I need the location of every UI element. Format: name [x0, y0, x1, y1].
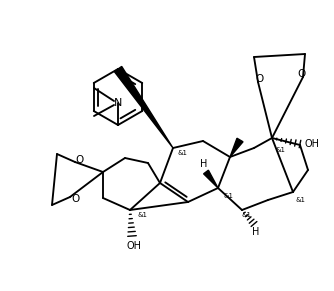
Text: &1: &1	[223, 193, 233, 199]
Polygon shape	[204, 170, 218, 188]
Text: &1: &1	[296, 197, 306, 203]
Text: N: N	[114, 98, 122, 108]
Text: O: O	[297, 69, 305, 79]
Text: OH: OH	[305, 139, 320, 149]
Text: O: O	[76, 155, 84, 165]
Text: H: H	[252, 227, 260, 237]
Text: &1: &1	[137, 212, 147, 218]
Polygon shape	[114, 66, 173, 148]
Polygon shape	[230, 138, 243, 157]
Text: O: O	[71, 194, 79, 204]
Text: H: H	[200, 159, 208, 169]
Text: &1: &1	[178, 150, 188, 156]
Text: O: O	[256, 74, 264, 84]
Text: &1: &1	[275, 147, 285, 153]
Text: OH: OH	[127, 241, 142, 251]
Text: &1: &1	[242, 212, 252, 218]
